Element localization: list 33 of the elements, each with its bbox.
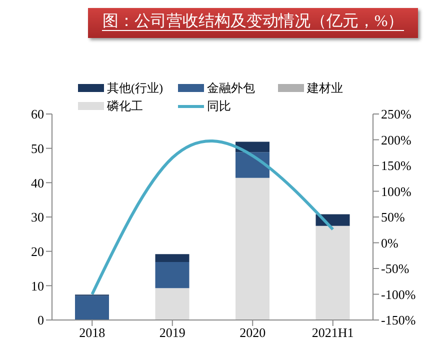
y2-tick-label: 150% xyxy=(381,158,412,174)
bar xyxy=(236,152,270,178)
bar xyxy=(75,296,109,320)
bar xyxy=(155,262,190,288)
x-tick-label: 2019 xyxy=(159,325,186,340)
y-tick-label: 50 xyxy=(31,140,44,156)
y-tick-label: 10 xyxy=(31,278,44,294)
chart-title: 图：公司营收结构及变动情况（亿元，%） xyxy=(102,13,404,31)
bar xyxy=(155,288,190,320)
x-tick-label: 2020 xyxy=(240,325,266,340)
y2-tick-label: -100% xyxy=(381,286,416,302)
y2-tick-label: 0% xyxy=(381,235,398,250)
y-tick-label: 0 xyxy=(38,312,44,328)
y-tick-label: 40 xyxy=(31,175,44,190)
y2-tick-label: 250% xyxy=(381,106,412,122)
y2-tick-label: 100% xyxy=(381,184,412,199)
y2-tick-label: 200% xyxy=(381,132,412,148)
bar xyxy=(316,226,350,320)
legend-label: 金融外包 xyxy=(207,80,255,96)
x-tick-label: 2018 xyxy=(79,325,106,340)
legend-label: 磷化工 xyxy=(107,98,143,114)
x-tick-label: 2021H1 xyxy=(312,325,354,340)
y2-tick-label: -150% xyxy=(381,312,416,328)
legend-label: 建材业 xyxy=(307,80,343,96)
y-tick-label: 20 xyxy=(31,244,44,259)
legend-label: 其他(行业) xyxy=(107,80,163,96)
legend-label: 同比 xyxy=(207,98,231,114)
bar xyxy=(236,178,270,320)
y-tick-label: 60 xyxy=(31,106,44,122)
y2-tick-label: -50% xyxy=(381,261,410,276)
y2-tick-label: 50% xyxy=(381,210,405,225)
y-tick-label: 30 xyxy=(31,210,44,225)
bar xyxy=(155,254,190,262)
